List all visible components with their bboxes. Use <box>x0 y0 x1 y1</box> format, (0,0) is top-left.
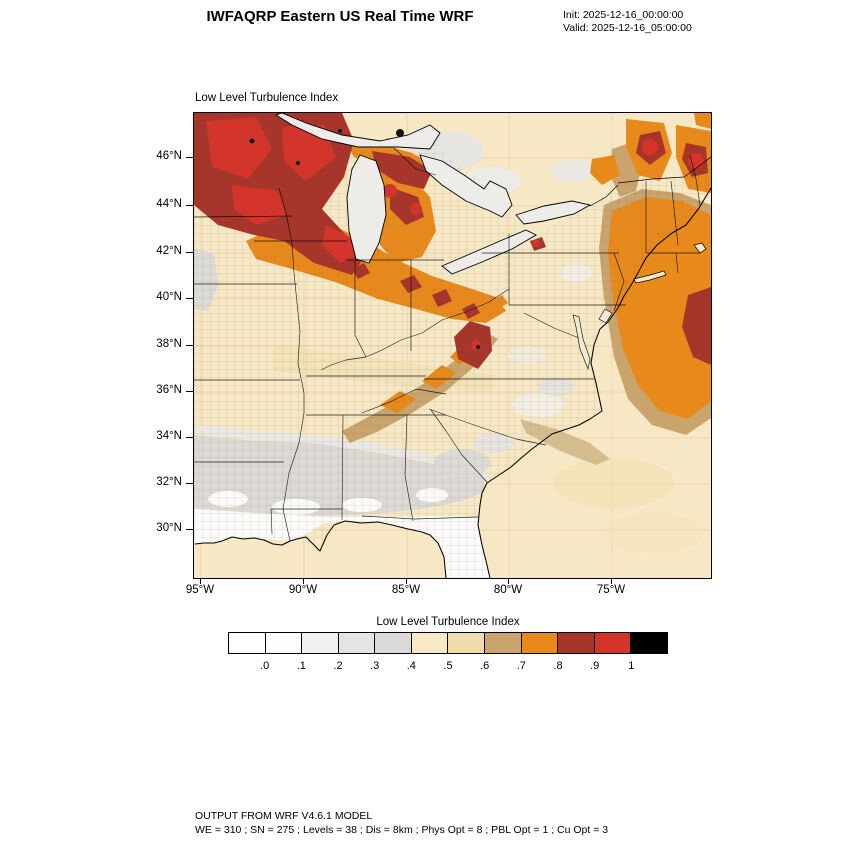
colorbar-tick-label: .8 <box>553 660 563 672</box>
colorbar-tick-label: 1 <box>628 660 635 672</box>
lat-label: 46°N <box>156 150 182 162</box>
lon-tick <box>406 578 407 584</box>
colorbar-tick-label: .6 <box>480 660 490 672</box>
plot-title: IWFAQRP Eastern US Real Time WRF <box>206 8 474 25</box>
lat-tick <box>186 437 193 438</box>
colorbar-box <box>447 632 486 654</box>
lat-tick <box>186 391 193 392</box>
lon-label: 95°W <box>185 584 215 596</box>
lon-label: 85°W <box>391 584 421 596</box>
long-island <box>633 242 707 284</box>
lon-label: 75°W <box>596 584 626 596</box>
colorbar-tick-label: .4 <box>406 660 416 672</box>
canada-border <box>589 156 711 207</box>
lat-label: 44°N <box>156 198 182 210</box>
bays <box>572 308 613 371</box>
lat-tick <box>186 252 193 253</box>
field-label: Low Level Turbulence Index <box>195 92 339 104</box>
colorbar <box>228 632 668 654</box>
lon-tick <box>200 578 201 584</box>
run-info: Init: 2025-12-16_00:00:00 Valid: 2025-12… <box>563 9 692 35</box>
colorbar-box <box>410 632 449 654</box>
colorbar-title: Low Level Turbulence Index <box>376 616 520 628</box>
colorbar-box <box>593 632 632 654</box>
lat-tick <box>186 483 193 484</box>
coastline <box>194 187 711 578</box>
lat-label: 38°N <box>156 338 182 350</box>
footer: OUTPUT FROM WRF V4.6.1 MODEL WE = 310 ; … <box>195 810 608 837</box>
colorbar-box <box>228 632 266 654</box>
map-canvas <box>194 113 711 578</box>
colorbar-tick-label: .0 <box>260 660 270 672</box>
lat-label: 36°N <box>156 384 182 396</box>
lat-tick <box>186 298 193 299</box>
state-boundaries <box>194 147 701 542</box>
lon-tick <box>508 578 509 584</box>
colorbar-box <box>630 632 668 654</box>
lat-label: 42°N <box>156 245 182 257</box>
lat-tick <box>186 345 193 346</box>
colorbar-tick-label: .9 <box>590 660 600 672</box>
lon-label: 80°W <box>493 584 523 596</box>
lat-tick <box>186 529 193 530</box>
lat-tick <box>186 157 193 158</box>
lat-label: 34°N <box>156 430 182 442</box>
valid-time: Valid: 2025-12-16_05:00:00 <box>563 22 692 34</box>
colorbar-box <box>301 632 339 654</box>
colorbar-tick-label: .7 <box>516 660 526 672</box>
turbulence-map <box>193 112 712 579</box>
colorbar-box <box>484 632 522 654</box>
lon-label: 90°W <box>288 584 318 596</box>
lon-tick <box>611 578 612 584</box>
colorbar-tick-label: .1 <box>296 660 306 672</box>
colorbar-box <box>374 632 412 654</box>
colorbar-tick-label: .5 <box>443 660 453 672</box>
lat-label: 30°N <box>156 522 182 534</box>
great-lakes <box>274 113 592 275</box>
lat-label: 40°N <box>156 291 182 303</box>
lon-tick <box>303 578 304 584</box>
colorbar-box <box>264 632 303 654</box>
colorbar-tick-label: .2 <box>333 660 343 672</box>
lat-label: 32°N <box>156 476 182 488</box>
init-time: Init: 2025-12-16_00:00:00 <box>563 9 684 21</box>
lat-tick <box>186 205 193 206</box>
colorbar-tick-label: .3 <box>370 660 380 672</box>
footer-model-line: OUTPUT FROM WRF V4.6.1 MODEL <box>195 810 373 822</box>
colorbar-box <box>520 632 559 654</box>
colorbar-box <box>557 632 595 654</box>
colorbar-box <box>337 632 376 654</box>
footer-config-line: WE = 310 ; SN = 275 ; Levels = 38 ; Dis … <box>195 823 609 836</box>
